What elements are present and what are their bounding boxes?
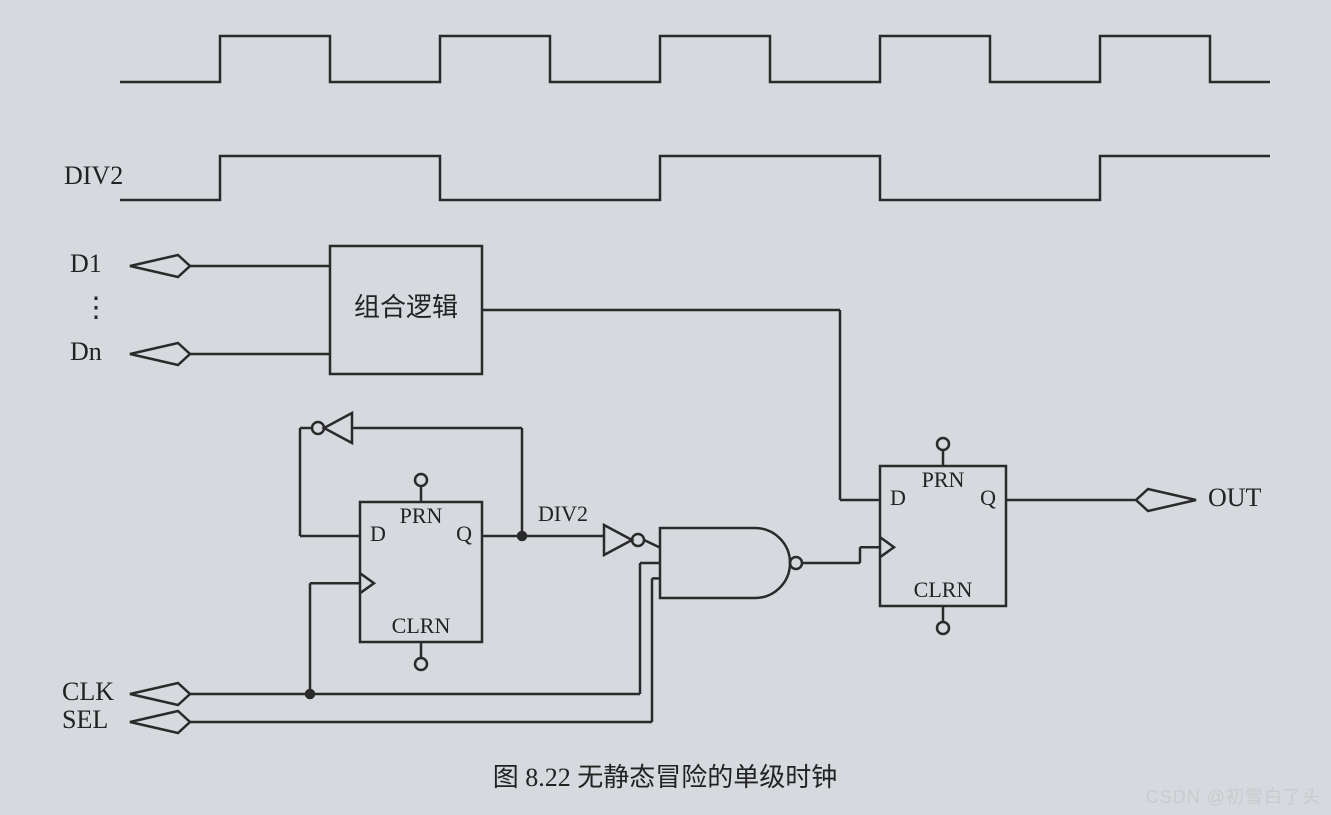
div2-net-label: DIV2 [538,501,588,526]
port-shape [1136,489,1196,511]
svg-text:DIV2: DIV2 [64,161,123,190]
waveform [120,156,1270,200]
svg-text:Q: Q [980,485,996,510]
port-shape [130,343,190,365]
svg-text:组合逻辑: 组合逻辑 [354,293,458,322]
svg-text:CLRN: CLRN [392,613,451,638]
nand-gate [660,528,790,598]
circuit-diagram: DIV2 D1 ⋮ Dn 组合逻辑 D Q PRN CLRN D Q PRN CLRN DIV2 CLKSE… [0,0,1331,815]
port-shape [130,683,190,705]
svg-text:D: D [890,485,906,510]
waveform [120,36,1270,82]
svg-text:PRN: PRN [922,467,965,492]
port-shape [130,711,190,733]
figure-caption: 图 8.22 无静态冒险的单级时钟 [493,763,838,792]
svg-text:Q: Q [456,521,472,546]
svg-text:CLK: CLK [62,677,114,706]
svg-text:OUT: OUT [1208,483,1262,512]
svg-text:PRN: PRN [400,503,443,528]
svg-text:CLRN: CLRN [914,577,973,602]
svg-text:⋮: ⋮ [82,292,110,323]
svg-text:D: D [370,521,386,546]
svg-text:SEL: SEL [62,705,108,734]
svg-text:Dn: Dn [70,337,102,366]
svg-text:D1: D1 [70,249,102,278]
watermark-text: CSDN @初雪白了头 [1146,783,1321,809]
port-shape [130,255,190,277]
